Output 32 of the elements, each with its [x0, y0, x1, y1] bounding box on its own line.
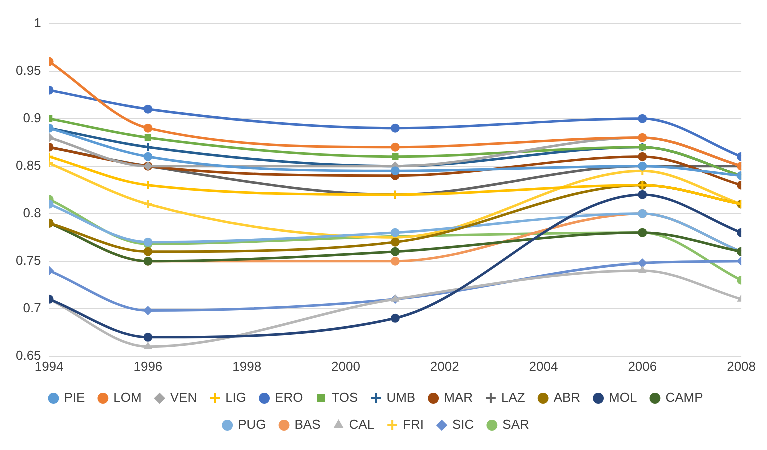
legend-label: PIE	[64, 390, 86, 406]
legend-label: SAR	[502, 417, 530, 432]
x-tick-label: 2008	[727, 358, 756, 374]
legend-label: LIG	[226, 390, 247, 406]
legend-label: BAS	[294, 417, 322, 432]
legend-label: CAL	[349, 417, 375, 432]
x-tick-label: 2000	[332, 358, 360, 374]
x-tick-label: 1996	[134, 358, 163, 374]
y-tick-label: 1	[34, 15, 42, 30]
legend-label: LOM	[114, 390, 142, 406]
x-tick-label: 2006	[628, 358, 658, 374]
legend-label: MAR	[444, 390, 473, 406]
legend-label: ABR	[554, 390, 581, 406]
legend-label: FRI	[403, 417, 424, 432]
y-tick-label: 0.9	[23, 110, 42, 126]
x-tick-label: 1998	[232, 358, 262, 374]
legend-label: SIC	[452, 417, 474, 432]
x-tick-label: 2004	[529, 358, 558, 374]
y-tick-label: 0.7	[23, 300, 42, 316]
legend-label: ERO	[275, 390, 304, 406]
y-tick-label: 0.8	[23, 205, 42, 220]
legend-label: UMB	[386, 390, 416, 406]
legend-label: CAMP	[666, 390, 704, 406]
legend-label: VEN	[170, 390, 198, 406]
legend-label: PUG	[238, 417, 266, 432]
legend-label: LAZ	[501, 390, 526, 406]
y-tick-label: 0.75	[16, 252, 42, 268]
y-tick-label: 0.95	[16, 62, 42, 78]
x-tick-label: 2002	[430, 358, 460, 374]
legend-label: MOL	[609, 390, 638, 406]
y-tick-label: 0.85	[16, 158, 42, 173]
legend-label: TOS	[332, 390, 359, 406]
